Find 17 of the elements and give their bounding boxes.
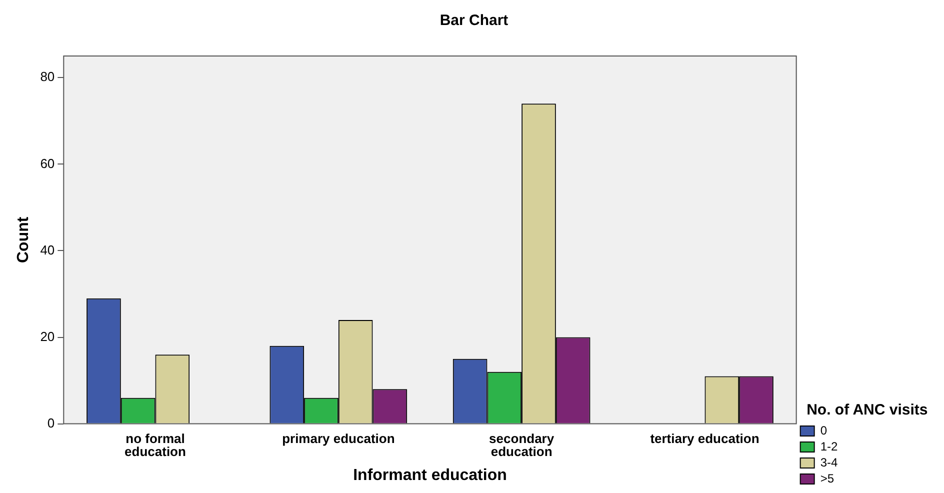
x-axis-title: Informant education [353,466,507,484]
x-tick-label: tertiary education [650,430,760,446]
legend-label: 0 [820,423,828,438]
x-tick-label: primary education [282,430,395,446]
legend-label: 3-4 [820,455,838,470]
legend-label: >5 [820,471,834,486]
y-tick-label: 40 [40,242,55,258]
y-tick-label: 0 [47,415,55,430]
y-axis-title: Count [15,216,32,263]
y-tick-label: 80 [40,69,55,84]
chart-title: Bar Chart [440,12,508,30]
x-tick-label: secondary education [489,430,555,459]
legend-title: No. of ANC visits [806,402,928,419]
x-tick-label: no formal education [124,430,186,459]
y-tick-label: 60 [40,156,55,171]
legend-label: 1-2 [820,439,838,454]
y-tick-label: 20 [40,328,55,344]
